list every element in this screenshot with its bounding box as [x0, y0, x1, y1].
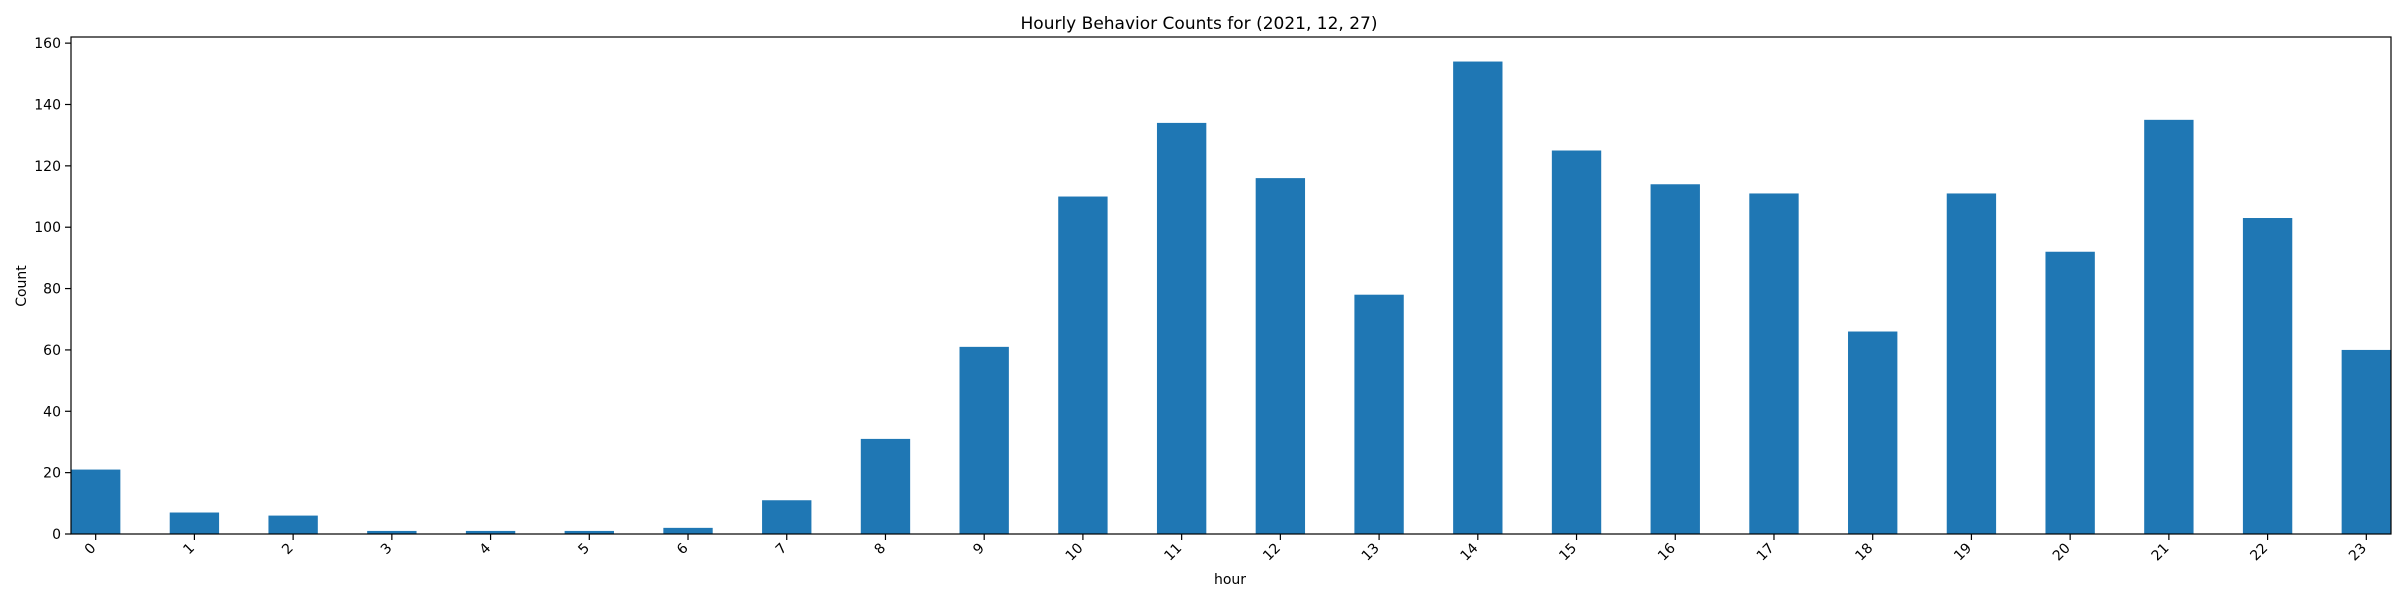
bar-hour-20	[2045, 251, 2095, 534]
bar-hour-14	[1453, 61, 1503, 534]
bar-hour-22	[2242, 218, 2293, 534]
bar-hour-17	[1749, 193, 1799, 534]
bar-hour-5	[564, 530, 614, 534]
bar-hour-1	[169, 512, 220, 534]
x-tick-label-1: 1	[180, 540, 198, 558]
y-tick-label-0: 0	[52, 527, 61, 543]
x-tick-label-22: 22	[2247, 540, 2271, 564]
x-tick-label-11: 11	[1161, 540, 1185, 564]
bar-hour-8	[860, 438, 911, 534]
bar-hour-7	[762, 500, 812, 534]
plot-frame	[70, 36, 2392, 535]
y-tick-label-160: 160	[34, 36, 61, 52]
bar-hour-21	[2144, 119, 2194, 534]
x-tick-label-14: 14	[1458, 540, 1482, 564]
x-tick-label-16: 16	[1655, 540, 1679, 564]
x-tick-label-20: 20	[2050, 540, 2074, 564]
y-tick-label-60: 60	[43, 343, 61, 359]
x-tick-label-2: 2	[279, 540, 297, 558]
y-tick-label-140: 140	[34, 97, 61, 113]
x-tick-label-21: 21	[2149, 540, 2173, 564]
x-tick-label-0: 0	[82, 540, 100, 558]
bar-hour-2	[268, 515, 318, 534]
x-tick-label-7: 7	[773, 540, 791, 558]
bar-hour-13	[1354, 294, 1404, 534]
bar-hour-11	[1156, 122, 1207, 535]
x-tick-label-13: 13	[1359, 540, 1383, 564]
x-tick-label-10: 10	[1063, 540, 1087, 564]
bar-hour-6	[663, 527, 713, 534]
y-tick-label-100: 100	[34, 220, 61, 236]
bar-hour-3	[367, 530, 417, 534]
x-tick-label-12: 12	[1260, 540, 1284, 564]
x-tick-label-9: 9	[970, 540, 988, 558]
bar-hour-19	[1946, 193, 1997, 534]
x-tick-label-3: 3	[378, 540, 396, 558]
bar-hour-9	[959, 346, 1009, 534]
y-tick-label-20: 20	[43, 466, 61, 482]
x-tick-label-19: 19	[1951, 540, 1975, 564]
bar-hour-16	[1650, 184, 1700, 534]
chart-title: Hourly Behavior Counts for (2021, 12, 27…	[1021, 14, 1378, 34]
y-tick-label-40: 40	[43, 404, 61, 420]
x-axis-label: hour	[1214, 572, 1246, 588]
bar-hour-12	[1255, 178, 1306, 534]
bar-hour-10	[1058, 196, 1108, 534]
x-tick-label-18: 18	[1852, 540, 1876, 564]
bar-hour-4	[465, 530, 516, 534]
y-tick-label-120: 120	[34, 159, 61, 175]
x-tick-label-5: 5	[575, 540, 593, 558]
bar-hour-15	[1551, 150, 1602, 534]
bar-hour-18	[1848, 331, 1898, 534]
x-tick-label-15: 15	[1556, 540, 1580, 564]
x-tick-label-4: 4	[477, 540, 495, 558]
bar-hour-23	[2341, 349, 2391, 534]
y-tick-label-80: 80	[43, 282, 61, 298]
bar-hour-0	[71, 469, 121, 534]
x-tick-label-23: 23	[2346, 540, 2370, 564]
y-axis-label: Count	[14, 265, 30, 307]
x-tick-label-6: 6	[674, 540, 692, 558]
x-tick-label-17: 17	[1754, 540, 1778, 564]
x-tick-label-8: 8	[872, 540, 890, 558]
